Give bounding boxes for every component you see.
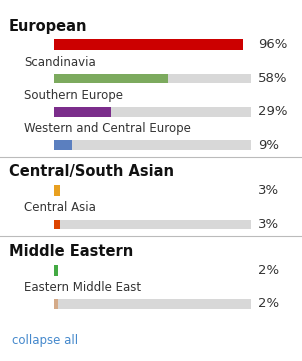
Bar — [54, 74, 168, 83]
Bar — [54, 265, 58, 275]
Text: 2%: 2% — [258, 264, 279, 277]
Text: European: European — [9, 19, 88, 34]
Bar — [54, 299, 58, 309]
Text: 3%: 3% — [258, 218, 279, 231]
Text: Middle Eastern: Middle Eastern — [9, 244, 133, 259]
Text: Western and Central Europe: Western and Central Europe — [24, 122, 191, 135]
Bar — [54, 107, 251, 117]
Bar — [54, 185, 60, 196]
Text: 58%: 58% — [258, 72, 288, 85]
Bar — [54, 220, 251, 229]
Bar — [54, 299, 251, 309]
Bar — [54, 74, 251, 83]
Text: 2%: 2% — [258, 297, 279, 310]
Text: 3%: 3% — [258, 184, 279, 197]
Text: 29%: 29% — [258, 105, 288, 118]
Text: 96%: 96% — [258, 38, 288, 51]
Text: Scandinavia: Scandinavia — [24, 56, 96, 69]
Bar — [54, 220, 60, 229]
Text: collapse all: collapse all — [12, 334, 78, 347]
Text: Southern Europe: Southern Europe — [24, 89, 123, 102]
Bar — [54, 140, 72, 150]
Text: Eastern Middle East: Eastern Middle East — [24, 281, 141, 294]
Bar — [54, 140, 251, 150]
Text: 9%: 9% — [258, 139, 279, 152]
Text: Central/South Asian: Central/South Asian — [9, 165, 174, 179]
Bar — [54, 107, 111, 117]
Bar — [54, 39, 243, 50]
Text: Central Asia: Central Asia — [24, 201, 96, 214]
